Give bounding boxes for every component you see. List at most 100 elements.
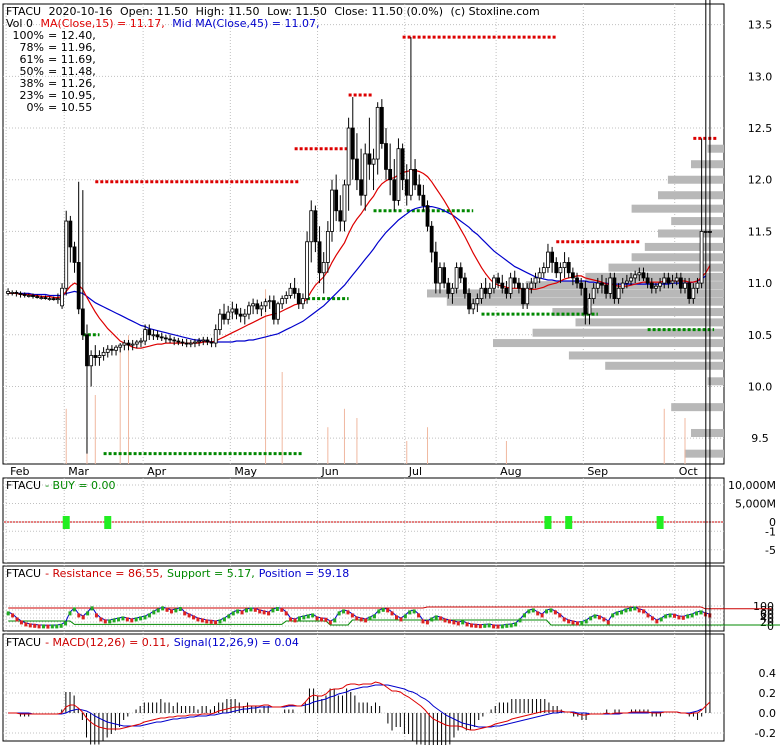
position-marker <box>447 619 451 624</box>
candle-body <box>217 313 222 331</box>
candle-body <box>695 282 700 289</box>
close-label: Close: 11.50 (0.0%) <box>334 5 443 18</box>
candle-body <box>301 298 305 305</box>
position-marker <box>33 623 37 628</box>
position-marker <box>147 613 151 618</box>
buy-panel-frame <box>2 477 725 564</box>
candle-body <box>350 127 355 160</box>
position-marker <box>240 610 244 615</box>
candle-body <box>421 194 426 206</box>
position-marker <box>231 611 235 616</box>
price-panel-frame <box>2 3 725 465</box>
volume-profile-bar <box>667 175 724 184</box>
month-label: Feb <box>10 465 29 478</box>
position-marker <box>531 608 535 613</box>
candle-body <box>641 272 646 279</box>
volume-profile-bar <box>658 191 724 200</box>
month-label: Apr <box>147 465 167 478</box>
candle-body <box>595 282 600 289</box>
candle-body <box>151 334 156 337</box>
position-marker <box>284 611 288 616</box>
resistance-series <box>8 606 772 610</box>
candle-body <box>56 298 60 301</box>
signal-label: Signal(12,26,9) = 0.04 <box>174 636 299 649</box>
candle-body <box>267 300 272 303</box>
position-marker <box>368 616 372 621</box>
position-marker <box>417 613 421 618</box>
position-marker <box>677 615 681 620</box>
month-label: Jul <box>408 465 422 478</box>
candle-body <box>608 277 613 294</box>
candle-body <box>18 293 23 295</box>
position-marker <box>311 613 315 618</box>
candle-body <box>367 153 372 165</box>
price-tick-label: 9.5 <box>751 432 769 445</box>
position-marker <box>174 608 178 613</box>
position-marker <box>408 610 412 615</box>
candle-body <box>359 179 363 196</box>
position-marker <box>15 617 19 622</box>
candle-body <box>296 293 301 305</box>
position-marker <box>545 609 549 614</box>
candle-body <box>68 220 73 248</box>
candle-body <box>375 106 380 160</box>
candle-body <box>479 287 484 300</box>
candle-body <box>425 205 430 227</box>
candle-body <box>14 292 19 294</box>
position-marker <box>209 619 213 624</box>
price-grid <box>3 4 724 741</box>
signal-line <box>8 684 702 728</box>
position-marker <box>19 620 23 625</box>
position-marker <box>187 613 191 618</box>
position-marker <box>690 613 694 618</box>
candle-body <box>35 296 40 298</box>
resistance-label: - Resistance = 86.55, <box>45 567 163 580</box>
position-marker <box>324 617 328 622</box>
open-label: Open: 11.50 <box>120 5 188 18</box>
candle-body <box>404 179 409 196</box>
position-marker <box>143 615 147 620</box>
candle-body <box>541 267 546 274</box>
fib-level-label: 0% <box>27 101 44 114</box>
position-marker <box>562 617 566 622</box>
position-marker <box>249 607 253 612</box>
position-marker <box>258 609 262 614</box>
position-marker <box>99 617 103 622</box>
candle-body <box>699 231 704 284</box>
position-marker <box>42 624 46 629</box>
candle-body <box>624 280 629 284</box>
candle-body <box>26 295 31 297</box>
price-tick-label: 11.0 <box>748 277 773 290</box>
volume-profile-bar <box>427 289 724 298</box>
volume-profile-bar <box>585 272 724 281</box>
position-marker <box>125 617 129 622</box>
position-marker <box>580 621 584 625</box>
position-marker <box>421 619 425 624</box>
candle-body <box>255 303 260 310</box>
candle-body <box>666 277 671 284</box>
ticker-label: FTACU <box>6 5 41 18</box>
position-marker <box>11 613 15 618</box>
candle-body <box>163 337 168 340</box>
position-ticker: FTACU <box>6 567 41 580</box>
position-marker <box>244 608 248 613</box>
volume-profile <box>427 144 724 458</box>
candle-body <box>508 277 513 294</box>
candle-body <box>500 282 505 289</box>
position-marker <box>156 608 160 613</box>
candle-body <box>483 287 488 294</box>
position-marker <box>522 613 526 618</box>
ma45-line <box>8 206 707 343</box>
price-tick-label: 13.0 <box>748 70 773 83</box>
position-marker <box>399 617 403 622</box>
candle-body <box>180 341 185 344</box>
position-marker <box>650 616 654 621</box>
position-marker <box>425 620 429 625</box>
candle-body <box>637 272 642 276</box>
candle-body <box>496 277 501 284</box>
candle-body <box>51 298 56 301</box>
buy-tick-label: 0 <box>769 516 776 529</box>
position-panel-frame <box>2 565 725 632</box>
candle-body <box>201 339 206 342</box>
position-marker <box>200 618 204 623</box>
